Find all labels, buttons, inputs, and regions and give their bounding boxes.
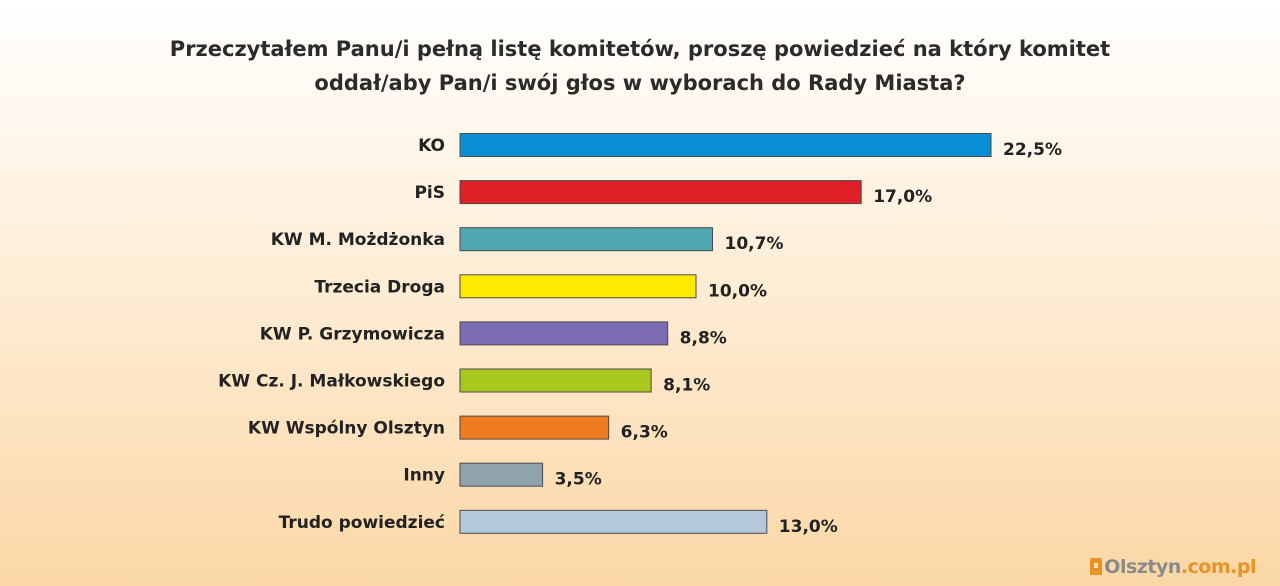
bar (459, 368, 652, 393)
bar (459, 415, 610, 440)
bar (459, 462, 544, 487)
category-label: KW M. Możdżonka (271, 230, 445, 250)
chart-title-line-1: Przeczytałem Panu/i pełną listę komitetó… (169, 37, 1111, 61)
chart-title: Przeczytałem Panu/i pełną listę komitetó… (0, 32, 1280, 100)
value-label: 6,3% (621, 423, 668, 443)
category-label: Inny (403, 466, 445, 486)
category-label: KW Wspólny Olsztyn (248, 419, 445, 439)
site-watermark: Olsztyn.com.pl (1090, 556, 1257, 578)
bar (459, 227, 714, 252)
building-logo-icon (1090, 558, 1103, 575)
value-label: 8,1% (663, 376, 710, 396)
value-label: 10,7% (725, 234, 784, 254)
watermark-domain: .com.pl (1180, 556, 1257, 578)
bar (459, 321, 669, 346)
value-label: 3,5% (555, 470, 602, 490)
category-label: KW Cz. J. Małkowskiego (218, 372, 445, 392)
bar (459, 509, 768, 534)
category-label: Trudo powiedzieć (279, 513, 445, 533)
bar (459, 274, 697, 299)
category-label: PiS (414, 183, 445, 203)
category-label: Trzecia Droga (314, 277, 445, 297)
watermark-name: Olsztyn (1104, 556, 1181, 578)
bar (459, 133, 992, 157)
value-label: 22,5% (1003, 140, 1062, 160)
category-label: KW P. Grzymowicza (260, 324, 445, 344)
bar (459, 180, 862, 205)
value-label: 10,0% (708, 281, 767, 301)
value-label: 17,0% (873, 187, 932, 207)
value-label: 8,8% (680, 328, 727, 348)
chart-title-line-2: oddał/aby Pan/i swój głos w wyborach do … (314, 71, 966, 95)
category-label: KO (418, 136, 445, 156)
value-label: 13,0% (779, 517, 838, 537)
